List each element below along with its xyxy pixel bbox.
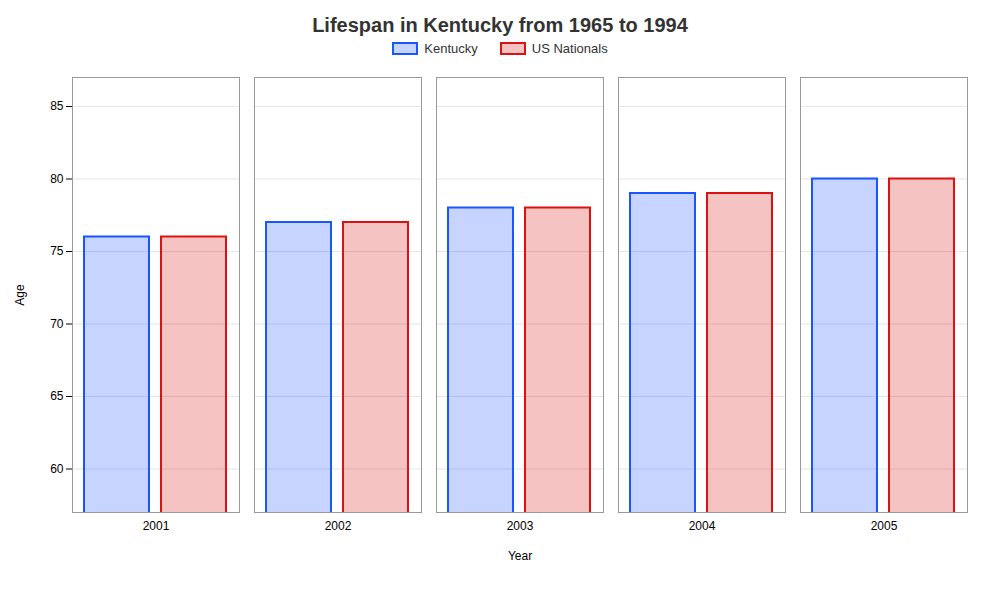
- svg-text:85: 85: [50, 99, 64, 113]
- svg-text:Year: Year: [508, 549, 532, 563]
- svg-text:2003: 2003: [507, 519, 534, 533]
- svg-text:2005: 2005: [871, 519, 898, 533]
- svg-text:2001: 2001: [143, 519, 170, 533]
- svg-text:70: 70: [50, 317, 64, 331]
- svg-text:80: 80: [50, 172, 64, 186]
- svg-text:Age: Age: [13, 284, 27, 306]
- svg-text:75: 75: [50, 244, 64, 258]
- html-text:US Nationals: US Nationals: [531, 41, 608, 56]
- html-text:Kentucky: Kentucky: [424, 41, 478, 56]
- svg-text:65: 65: [50, 389, 64, 403]
- svg-text:60: 60: [50, 462, 64, 476]
- svg-text:2002: 2002: [325, 519, 352, 533]
- html-text:Lifespan in Kentucky from 1965: Lifespan in Kentucky from 1965 to 1994: [312, 14, 688, 36]
- svg-text:2004: 2004: [689, 519, 716, 533]
